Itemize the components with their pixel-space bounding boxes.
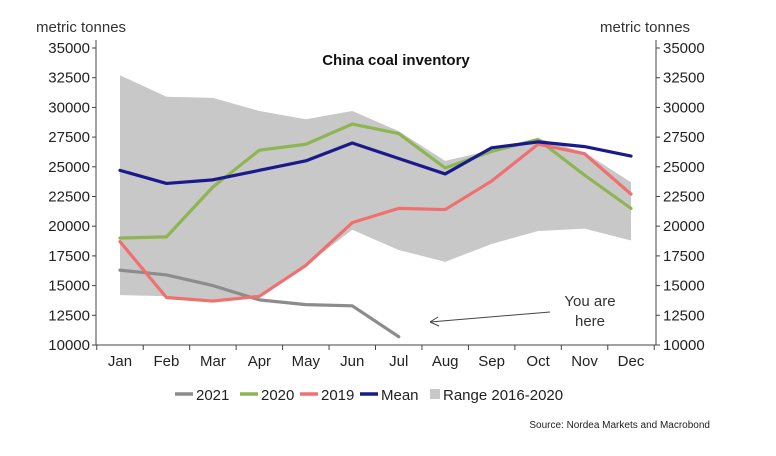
source-note: Source: Nordea Markets and Macrobond xyxy=(529,420,710,431)
right-tick-label: 17500 xyxy=(663,248,705,265)
x-tick-label: Apr xyxy=(248,353,271,370)
left-tick-label: 32500 xyxy=(48,70,90,87)
left-axis-unit-label: metric tonnes xyxy=(36,19,126,36)
left-tick-label: 10000 xyxy=(48,337,90,354)
annotation-line2: here xyxy=(575,313,605,330)
legend-label: 2021 xyxy=(196,387,229,404)
series-line-2021 xyxy=(118,268,401,339)
right-tick-label: 10000 xyxy=(663,337,705,354)
left-tick-label: 35000 xyxy=(48,40,90,57)
right-tick-label: 12500 xyxy=(663,307,705,324)
annotation-arrowhead xyxy=(429,316,440,327)
right-tick-label: 15000 xyxy=(663,278,705,295)
right-tick-label: 22500 xyxy=(663,189,705,206)
right-tick-label: 32500 xyxy=(663,70,705,87)
x-tick-label: Jan xyxy=(108,353,132,370)
legend-label: 2020 xyxy=(261,387,294,404)
right-tick-label: 27500 xyxy=(663,129,705,146)
plot-area xyxy=(118,75,633,339)
left-tick-label: 22500 xyxy=(48,189,90,206)
left-tick-label: 30000 xyxy=(48,99,90,116)
right-tick-label: 35000 xyxy=(663,40,705,57)
x-tick-label: Jul xyxy=(389,353,408,370)
legend-label: Mean xyxy=(381,387,419,404)
left-tick-label: 27500 xyxy=(48,129,90,146)
legend-label: Range 2016-2020 xyxy=(443,387,563,404)
legend-swatch xyxy=(430,389,440,399)
left-tick-label: 17500 xyxy=(48,248,90,265)
left-tick-label: 20000 xyxy=(48,218,90,235)
series-line-2019 xyxy=(118,142,633,303)
x-tick-label: Jun xyxy=(340,353,364,370)
x-tick-label: May xyxy=(292,353,321,370)
annotation-line1: You are xyxy=(564,293,615,310)
x-tick-label: Oct xyxy=(526,353,550,370)
right-axis-unit-label: metric tonnes xyxy=(600,19,690,36)
left-tick-label: 12500 xyxy=(48,307,90,324)
legend-label: 2019 xyxy=(321,387,354,404)
right-tick-label: 30000 xyxy=(663,99,705,116)
left-axis-ticks: 10000 12500 15000 17500 20000 22500 25000 27500… xyxy=(48,40,96,354)
right-axis-ticks: 10000 12500 15000 17500 20000 22500 25000 27500… xyxy=(656,40,705,354)
chart-title: China coal inventory xyxy=(322,52,470,69)
series-line-mean xyxy=(118,140,633,186)
legend: 2021 2020 2019 Mean Range 2016-2020 xyxy=(175,387,563,404)
x-tick-label: Feb xyxy=(154,353,180,370)
x-axis-ticks: Jan Feb Mar Apr May Jun Jul Aug Sep Oct Nov Dec xyxy=(96,345,655,370)
left-tick-label: 25000 xyxy=(48,159,90,176)
you-are-here-annotation: You are here xyxy=(429,293,616,330)
right-tick-label: 20000 xyxy=(663,218,705,235)
x-tick-label: Aug xyxy=(432,353,459,370)
range-band xyxy=(120,75,631,302)
x-tick-label: Sep xyxy=(478,353,505,370)
x-tick-label: Dec xyxy=(618,353,645,370)
x-tick-label: Nov xyxy=(571,353,598,370)
right-tick-label: 25000 xyxy=(663,159,705,176)
annotation-arrow-line xyxy=(429,311,551,323)
series-lines xyxy=(118,122,633,339)
left-tick-label: 15000 xyxy=(48,278,90,295)
x-tick-label: Mar xyxy=(200,353,226,370)
